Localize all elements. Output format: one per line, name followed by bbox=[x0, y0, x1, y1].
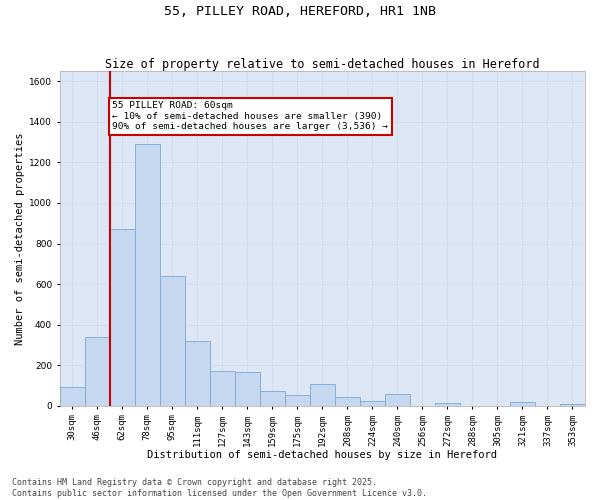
Title: Size of property relative to semi-detached houses in Hereford: Size of property relative to semi-detach… bbox=[105, 58, 540, 71]
X-axis label: Distribution of semi-detached houses by size in Hereford: Distribution of semi-detached houses by … bbox=[148, 450, 497, 460]
Bar bbox=[160, 276, 185, 406]
Bar bbox=[285, 395, 310, 406]
Bar bbox=[235, 372, 260, 406]
Bar bbox=[435, 403, 460, 406]
Y-axis label: Number of semi-detached properties: Number of semi-detached properties bbox=[15, 132, 25, 344]
Bar bbox=[60, 386, 85, 406]
Bar bbox=[185, 341, 210, 406]
Text: 55, PILLEY ROAD, HEREFORD, HR1 1NB: 55, PILLEY ROAD, HEREFORD, HR1 1NB bbox=[164, 5, 436, 18]
Bar bbox=[310, 384, 335, 406]
Bar bbox=[210, 372, 235, 406]
Bar bbox=[260, 390, 285, 406]
Bar bbox=[110, 230, 135, 406]
Text: 55 PILLEY ROAD: 60sqm
← 10% of semi-detached houses are smaller (390)
90% of sem: 55 PILLEY ROAD: 60sqm ← 10% of semi-deta… bbox=[112, 102, 388, 131]
Bar bbox=[135, 144, 160, 406]
Bar bbox=[335, 397, 360, 406]
Bar bbox=[385, 394, 410, 406]
Bar bbox=[510, 402, 535, 406]
Bar bbox=[85, 337, 110, 406]
Bar bbox=[560, 404, 585, 406]
Text: Contains HM Land Registry data © Crown copyright and database right 2025.
Contai: Contains HM Land Registry data © Crown c… bbox=[12, 478, 427, 498]
Bar bbox=[360, 401, 385, 406]
